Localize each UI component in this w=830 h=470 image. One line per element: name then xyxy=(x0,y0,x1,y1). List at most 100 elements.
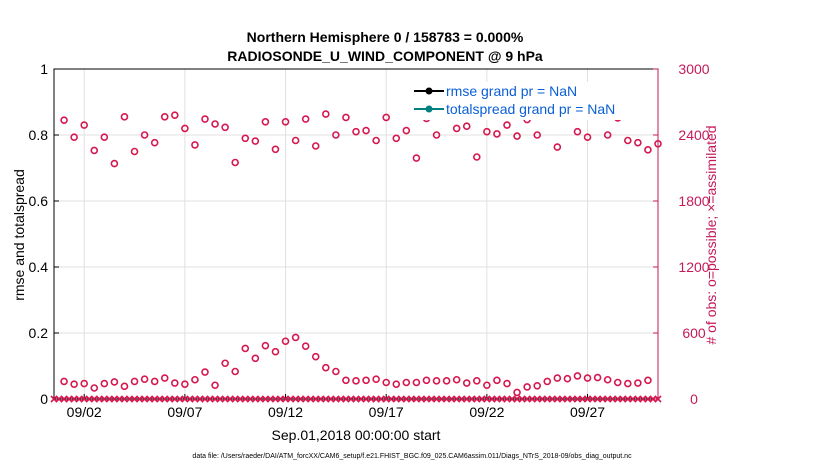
obs-possible-marker xyxy=(90,146,99,155)
obs-daily-marker xyxy=(362,376,370,385)
x-tick-label: 09/17 xyxy=(369,404,404,420)
obs-daily-marker xyxy=(483,381,491,390)
obs-possible-marker xyxy=(221,123,229,132)
y-tick-label-left: 0.2 xyxy=(29,325,49,341)
obs-daily-half-marker xyxy=(291,333,300,342)
obs-daily-half-marker xyxy=(110,378,119,386)
obs-daily-half-marker xyxy=(472,377,481,385)
obs-possible-marker xyxy=(100,133,109,141)
obs-daily-marker xyxy=(422,376,431,385)
obs-possible-marker xyxy=(321,110,330,118)
obs-possible-marker xyxy=(211,120,219,128)
obs-possible-marker xyxy=(483,127,491,136)
y-tick-label-right: 2400 xyxy=(678,127,709,143)
obs-possible-marker xyxy=(382,113,391,122)
obs-possible-marker xyxy=(392,134,401,143)
chart-title: Northern Hemisphere 0 / 158783 = 0.000% xyxy=(247,29,524,45)
obs-possible-marker xyxy=(362,126,370,135)
obs-possible-marker xyxy=(110,159,119,168)
obs-possible-marker xyxy=(301,115,310,123)
obs-possible-marker xyxy=(271,145,280,154)
obs-possible-marker xyxy=(654,140,662,148)
data-file-footer: data file: /Users/raeder/DAI/ATM_forcXX/… xyxy=(192,453,632,460)
obs-daily-half-marker xyxy=(452,375,461,384)
obs-daily-half-marker xyxy=(130,377,139,386)
obs-daily-half-marker xyxy=(493,376,501,385)
obs-possible-marker xyxy=(291,136,300,145)
obs-daily-marker xyxy=(60,377,68,386)
obs-daily-half-marker xyxy=(191,375,199,384)
obs-possible-marker xyxy=(150,138,159,147)
obs-possible-marker xyxy=(120,113,129,121)
obs-possible-marker xyxy=(332,131,340,139)
obs-possible-marker xyxy=(402,126,411,135)
obs-daily-half-marker xyxy=(372,375,380,384)
x-tick-label: 09/12 xyxy=(268,404,303,420)
legend: rmse grand pr = NaN totalspread grand pr… xyxy=(410,82,650,120)
obs-daily-half-marker xyxy=(231,367,239,376)
axes: 09/02 09/07 09/12 09/17 09/22 09/27 0 0.2 0.4 0.6… xyxy=(29,61,710,420)
obs-possible-marker xyxy=(60,116,68,124)
y-tick-label-left: 0 xyxy=(40,391,48,407)
obs-daily-half-marker xyxy=(311,352,320,361)
obs-possible-marker xyxy=(231,158,239,167)
obs-possible-marker xyxy=(472,153,481,161)
y-tick-label-right: 0 xyxy=(690,391,698,407)
obs-possible-marker xyxy=(553,143,562,151)
obs-daily-half-marker xyxy=(271,347,280,356)
obs-daily-marker xyxy=(100,379,109,388)
obs-possible-marker xyxy=(181,124,189,133)
obs-daily-half-marker xyxy=(634,379,642,387)
obs-daily-half-marker xyxy=(553,374,562,382)
obs-possible-marker xyxy=(603,131,612,139)
obs-daily-marker xyxy=(382,378,391,387)
obs-daily-half-marker xyxy=(70,380,78,388)
obs-daily-marker xyxy=(342,376,350,385)
y-tick-label-right: 1200 xyxy=(678,259,709,275)
obs-daily-marker xyxy=(543,377,552,386)
obs-possible-marker xyxy=(130,147,139,156)
x-tick-label: 09/27 xyxy=(570,404,605,420)
obs-possible-marker xyxy=(503,121,511,129)
obs-possible-marker xyxy=(533,131,542,139)
x-tick-label: 09/02 xyxy=(67,404,102,420)
y-axis-label-right: # of obs: o=possible; ×=assimilated xyxy=(703,125,719,344)
obs-daily-marker xyxy=(462,379,471,387)
obs-daily-half-marker xyxy=(171,379,179,387)
obs-possible-marker xyxy=(171,111,179,119)
obs-possible-marker xyxy=(251,137,260,145)
obs-daily-marker xyxy=(523,383,531,391)
legend-totalspread-label: totalspread grand pr = NaN xyxy=(446,101,615,117)
obs-daily-marker xyxy=(241,344,250,353)
obs-daily-marker xyxy=(603,375,612,384)
obs-possible-marker xyxy=(191,141,199,149)
obs-daily-marker xyxy=(261,341,270,350)
legend-rmse-marker xyxy=(425,87,433,95)
y-axis-label-left: rmse and totalspread xyxy=(11,169,27,301)
obs-possible-marker xyxy=(352,127,360,136)
y-tick-label-right: 600 xyxy=(682,325,706,341)
obs-daily-half-marker xyxy=(392,380,401,388)
obs-daily-marker xyxy=(442,377,451,385)
obs-possible-marker xyxy=(241,134,250,143)
y-tick-label-left: 0.6 xyxy=(29,193,49,209)
x-tick-label: 09/22 xyxy=(469,404,504,420)
obs-daily-marker xyxy=(140,375,149,384)
obs-possible-marker xyxy=(311,142,320,150)
obs-daily-half-marker xyxy=(533,381,542,390)
obs-possible-marker xyxy=(432,131,441,139)
chart-subtitle: RADIOSONDE_U_WIND_COMPONENT @ 9 hPa xyxy=(227,48,543,64)
obs-possible-marker xyxy=(160,113,169,121)
obs-daily-half-marker xyxy=(90,384,99,392)
obs-possible-marker xyxy=(201,115,209,123)
obs-daily-half-marker xyxy=(352,377,360,385)
obs-daily-marker xyxy=(80,379,88,388)
obs-daily-marker xyxy=(221,359,229,368)
obs-possible-marker xyxy=(412,154,421,162)
obs-daily-marker xyxy=(120,382,129,391)
obs-daily-half-marker xyxy=(613,378,622,387)
obs-daily-half-marker xyxy=(150,377,159,386)
obs-daily-half-marker xyxy=(593,373,602,382)
obs-daily-half-marker xyxy=(211,381,219,390)
